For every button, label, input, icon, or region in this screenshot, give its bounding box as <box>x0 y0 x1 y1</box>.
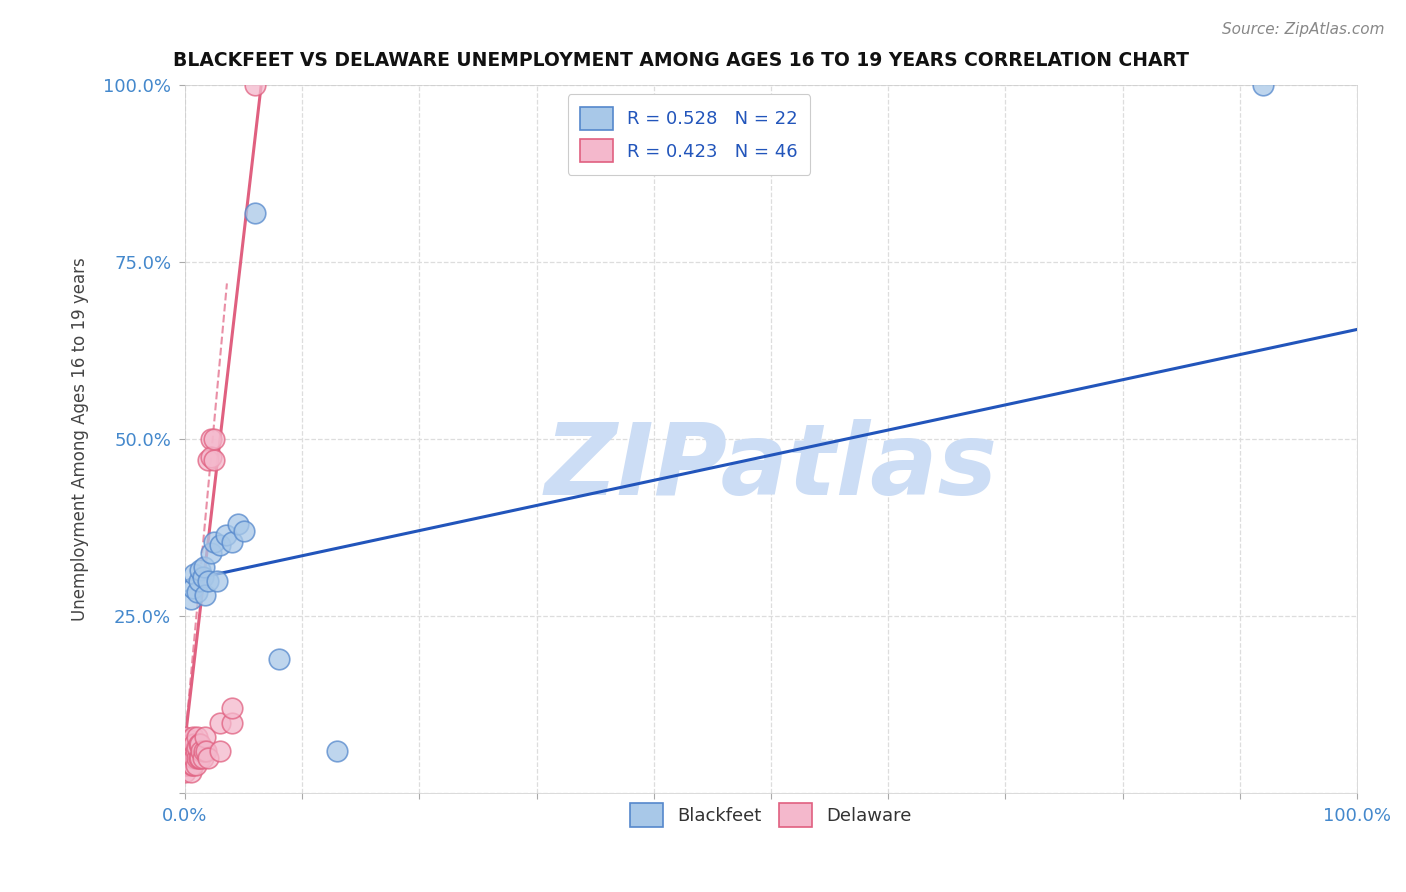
Point <box>205 574 228 588</box>
Point <box>209 744 232 758</box>
Point <box>180 765 202 780</box>
Point <box>177 751 200 765</box>
Point <box>184 744 207 758</box>
Point <box>194 730 217 744</box>
Point <box>202 432 225 446</box>
Point <box>176 758 198 772</box>
Point <box>184 758 207 772</box>
Point <box>267 652 290 666</box>
Point <box>181 740 204 755</box>
Point <box>181 744 204 758</box>
Point <box>188 563 211 577</box>
Point <box>209 715 232 730</box>
Point <box>195 744 218 758</box>
Y-axis label: Unemployment Among Ages 16 to 19 years: Unemployment Among Ages 16 to 19 years <box>72 258 89 621</box>
Point <box>326 744 349 758</box>
Point <box>200 450 222 464</box>
Point <box>200 432 222 446</box>
Point <box>183 566 205 581</box>
Point <box>186 740 208 755</box>
Point <box>179 747 201 762</box>
Point <box>197 574 219 588</box>
Point <box>186 751 208 765</box>
Point <box>179 733 201 747</box>
Point <box>215 528 238 542</box>
Point <box>232 524 254 539</box>
Point <box>181 581 204 595</box>
Point <box>188 737 211 751</box>
Point <box>188 751 211 765</box>
Point <box>174 730 197 744</box>
Point <box>226 517 249 532</box>
Point <box>180 591 202 606</box>
Point <box>181 758 204 772</box>
Point <box>177 737 200 751</box>
Point <box>188 737 211 751</box>
Point <box>202 453 225 467</box>
Point <box>200 545 222 559</box>
Point <box>193 559 215 574</box>
Point <box>221 535 243 549</box>
Point <box>245 205 267 219</box>
Point <box>193 744 215 758</box>
Point <box>191 751 214 765</box>
Point <box>180 737 202 751</box>
Point <box>174 744 197 758</box>
Point <box>194 588 217 602</box>
Point <box>183 751 205 765</box>
Point <box>197 751 219 765</box>
Point <box>191 570 214 584</box>
Point <box>179 758 201 772</box>
Point <box>190 744 212 758</box>
Point <box>188 574 211 588</box>
Text: ZIPatlas: ZIPatlas <box>544 419 998 516</box>
Point <box>180 751 202 765</box>
Point <box>197 453 219 467</box>
Point <box>181 730 204 744</box>
Point <box>188 751 211 765</box>
Point <box>176 744 198 758</box>
Point <box>181 758 204 772</box>
Point <box>245 78 267 92</box>
Point <box>186 584 208 599</box>
Point <box>174 758 197 772</box>
Point <box>221 715 243 730</box>
Point <box>1251 78 1274 92</box>
Point <box>186 730 208 744</box>
Point <box>221 701 243 715</box>
Point <box>174 765 197 780</box>
Legend: Blackfeet, Delaware: Blackfeet, Delaware <box>623 797 920 834</box>
Point <box>209 539 232 553</box>
Text: BLACKFEET VS DELAWARE UNEMPLOYMENT AMONG AGES 16 TO 19 YEARS CORRELATION CHART: BLACKFEET VS DELAWARE UNEMPLOYMENT AMONG… <box>173 51 1189 70</box>
Text: Source: ZipAtlas.com: Source: ZipAtlas.com <box>1222 22 1385 37</box>
Point <box>202 535 225 549</box>
Point <box>183 737 205 751</box>
